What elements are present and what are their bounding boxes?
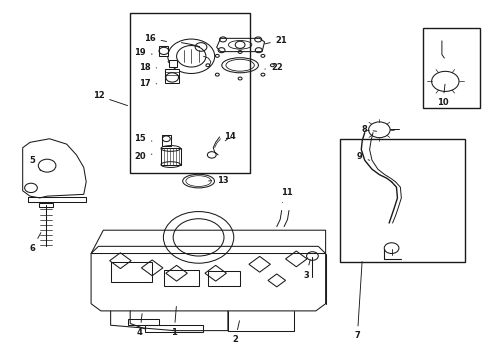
- Text: 20: 20: [134, 152, 152, 161]
- Bar: [340, 139, 465, 262]
- Text: 8: 8: [362, 125, 377, 134]
- Bar: [128, 319, 159, 325]
- Text: 1: 1: [171, 306, 177, 337]
- Bar: [39, 203, 53, 207]
- Text: 10: 10: [437, 84, 449, 107]
- Bar: [145, 325, 203, 332]
- Text: 6: 6: [29, 233, 41, 253]
- Text: 7: 7: [354, 262, 362, 341]
- Text: 9: 9: [357, 152, 369, 161]
- Text: 21: 21: [265, 36, 288, 45]
- Text: 14: 14: [224, 132, 236, 141]
- Text: 19: 19: [134, 48, 152, 57]
- Bar: [162, 135, 171, 145]
- Text: 5: 5: [29, 156, 41, 171]
- Bar: [161, 148, 180, 165]
- Bar: [423, 28, 480, 108]
- Bar: [208, 271, 240, 286]
- Text: 2: 2: [232, 321, 240, 344]
- Text: 18: 18: [139, 63, 157, 72]
- Text: 11: 11: [281, 188, 293, 203]
- Bar: [164, 270, 198, 286]
- Text: 12: 12: [93, 91, 127, 105]
- Text: 22: 22: [265, 63, 283, 72]
- Text: 3: 3: [303, 260, 310, 279]
- Text: 4: 4: [137, 314, 143, 337]
- Bar: [159, 46, 168, 55]
- Bar: [165, 69, 179, 83]
- Text: 15: 15: [134, 134, 152, 143]
- Text: 13: 13: [209, 176, 229, 185]
- Bar: [130, 13, 250, 173]
- Bar: [169, 59, 177, 67]
- Text: 17: 17: [139, 79, 157, 88]
- Bar: [111, 262, 152, 282]
- Text: 16: 16: [144, 34, 167, 43]
